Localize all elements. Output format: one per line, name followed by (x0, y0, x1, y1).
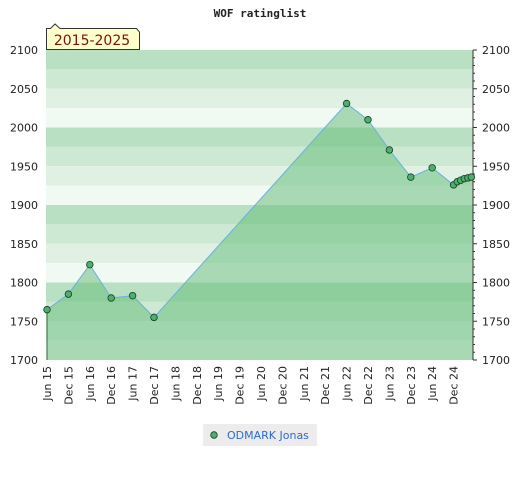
x-tick-label: Jun 16 (84, 366, 97, 402)
x-tick-label: Dec 19 (234, 366, 247, 405)
background-band (46, 88, 473, 109)
data-point (342, 99, 351, 108)
data-point (86, 260, 94, 269)
data-point (385, 146, 394, 154)
y-tick-label-right: 1950 (482, 160, 510, 173)
data-point (107, 294, 115, 302)
data-point (64, 290, 73, 298)
y-tick-label-left: 2050 (10, 83, 38, 96)
x-tick-label: Dec 22 (362, 366, 375, 405)
x-tick-label: Dec 21 (319, 366, 332, 405)
y-tick-label-right: 2000 (482, 122, 510, 135)
y-tick-label-left: 1750 (10, 315, 38, 328)
x-tick-label: Dec 15 (62, 366, 75, 405)
y-tick-label-right: 1900 (482, 199, 510, 212)
data-point (407, 173, 415, 181)
y-tick-label-right: 1800 (482, 277, 510, 290)
y-tick-label-right: 1750 (482, 315, 510, 328)
x-tick-label: Jun 17 (127, 366, 140, 402)
period-badge-frame (46, 23, 140, 50)
x-tick-label: Dec 17 (148, 366, 161, 405)
y-tick-label-left: 1900 (10, 199, 38, 212)
data-point (428, 164, 436, 172)
y-tick-label-left: 1800 (10, 277, 38, 290)
x-axis-tick-labels: Jun 15 Dec 15 Jun 16 Dec 16 Jun 17 Dec 17 Jun … (41, 366, 461, 405)
period-badge: 2015-2025 (46, 23, 140, 50)
data-point (43, 305, 51, 314)
data-point (364, 116, 372, 124)
y-tick-label-left: 2000 (10, 122, 38, 135)
y-tick-label-right: 2100 (482, 44, 510, 57)
background-band (46, 50, 473, 70)
x-tick-label: Jun 19 (212, 366, 225, 402)
data-point (128, 291, 137, 300)
background-band (46, 69, 473, 89)
y-tick-label-left: 1850 (10, 238, 38, 251)
data-point (150, 313, 158, 322)
background-band (46, 127, 473, 147)
y-tick-label-right: 2050 (482, 83, 510, 96)
y-tick-label-left: 1950 (10, 160, 38, 173)
x-tick-label: Jun 20 (255, 366, 268, 402)
period-label: 2015-2025 (54, 33, 130, 49)
series-area-fill (47, 103, 473, 360)
right-axis (472, 49, 477, 361)
x-tick-label: Jun 22 (341, 366, 354, 402)
y-axis-right-labels: 1700 1750 1800 1850 1900 1950 2000 2050 2100 (482, 44, 510, 367)
x-tick-label: Jun 18 (169, 366, 182, 402)
chart-title: WOF ratinglist (214, 7, 307, 20)
x-tick-label: Dec 18 (191, 366, 204, 405)
y-tick-label-left: 1700 (10, 354, 38, 367)
legend-marker (210, 431, 218, 439)
data-markers (43, 99, 476, 322)
x-tick-label: Jun 15 (41, 366, 54, 402)
x-tick-label: Jun 24 (426, 366, 439, 402)
x-tick-label: Dec 16 (105, 366, 118, 405)
x-tick-label: Jun 21 (298, 366, 311, 402)
legend-label: ODMARK Jonas (227, 429, 309, 442)
y-tick-label-right: 1700 (482, 354, 510, 367)
background-band (46, 108, 473, 128)
data-point (467, 173, 476, 181)
y-tick-label-right: 1850 (482, 238, 510, 251)
y-axis-left-labels: 1700 1750 1800 1850 1900 1950 2000 2050 2100 (10, 44, 38, 367)
y-tick-label-left: 2100 (10, 44, 38, 57)
x-tick-label: Dec 20 (276, 366, 289, 405)
x-tick-label: Dec 23 (405, 366, 418, 405)
x-tick-label: Jun 23 (383, 366, 396, 402)
legend: ODMARK Jonas (203, 424, 317, 446)
legend-box (203, 424, 317, 446)
x-tick-label: Dec 24 (448, 366, 461, 405)
background-band (46, 146, 473, 167)
